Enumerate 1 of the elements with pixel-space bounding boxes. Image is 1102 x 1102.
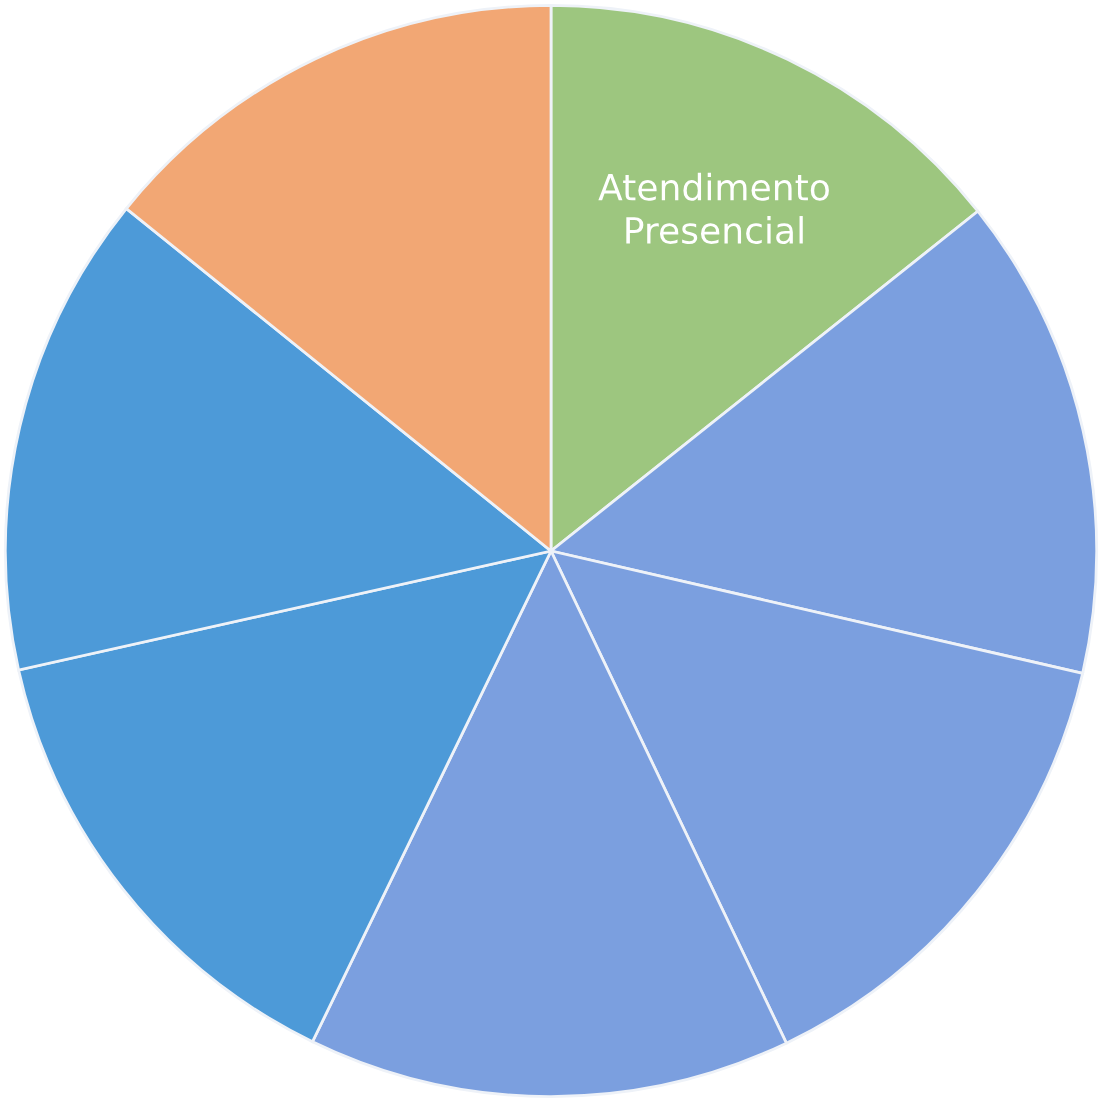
slice-label: Atendimento Presencial bbox=[598, 172, 829, 244]
